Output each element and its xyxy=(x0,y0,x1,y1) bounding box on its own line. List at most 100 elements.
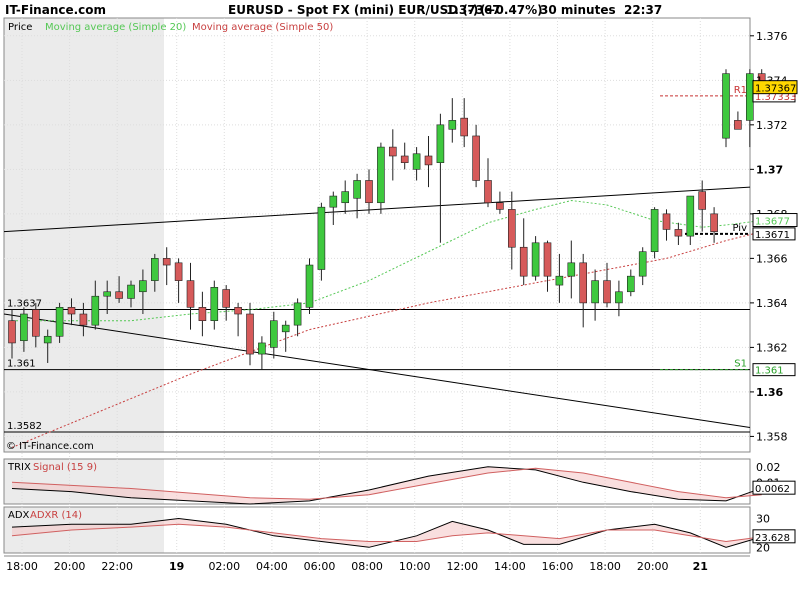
candle-down xyxy=(79,313,88,326)
candle-up xyxy=(139,280,147,293)
candle-up xyxy=(317,206,326,270)
trix-signal-line xyxy=(11,467,762,500)
price-label: 1.3677 xyxy=(755,217,790,228)
session-shade xyxy=(4,18,164,452)
candle-up xyxy=(293,302,302,326)
adx-value: 23.628 xyxy=(755,533,790,544)
legend-ma20: Moving average (Simple 20) xyxy=(45,22,186,33)
candle-up xyxy=(722,73,730,139)
adx-line xyxy=(11,517,762,548)
candle-up xyxy=(103,291,111,297)
trix-value: 0.0062 xyxy=(755,484,790,495)
candle-up xyxy=(591,280,599,304)
candle-up xyxy=(448,120,457,130)
candle-up xyxy=(650,209,659,252)
x-tick-label: 10:00 xyxy=(399,560,431,573)
candle-up xyxy=(436,124,445,163)
price-change: (+0.47%) xyxy=(480,3,543,17)
candle-down xyxy=(8,320,16,344)
adxr-label: ADXR (14) xyxy=(30,510,82,521)
candle-down xyxy=(662,213,671,230)
y-tick-label: 1.364 xyxy=(756,297,788,310)
x-tick-label: 18:00 xyxy=(6,560,38,573)
candle-up xyxy=(210,287,219,321)
adx-title: ADX xyxy=(8,510,30,521)
candle-up xyxy=(377,146,385,204)
pivot-price-label: 1.361 xyxy=(755,366,784,377)
watermark: © IT-Finance.com xyxy=(6,441,94,452)
site-name: IT-Finance.com xyxy=(5,3,107,17)
candle-down xyxy=(365,180,373,204)
trix-tick-label: 0.02 xyxy=(756,461,781,474)
price-label: 1.37367 xyxy=(755,84,796,95)
candle-up xyxy=(555,275,564,286)
candle-up xyxy=(353,180,361,199)
x-tick-label: 20:00 xyxy=(54,560,86,573)
y-tick-label: 1.36 xyxy=(756,386,783,399)
x-tick-label: 19 xyxy=(169,560,184,573)
candle-up xyxy=(615,291,623,304)
adx-value-box xyxy=(752,529,796,544)
pivot-price-box xyxy=(752,363,796,377)
adxr-line xyxy=(11,523,762,543)
candle-down xyxy=(198,307,207,321)
candle-down xyxy=(31,309,40,337)
trix-signal-label: Signal (15 9) xyxy=(33,462,97,473)
candle-down xyxy=(222,289,230,308)
candle-down xyxy=(496,202,504,210)
x-tick-label: 08:00 xyxy=(351,560,383,573)
candle-down xyxy=(674,229,683,237)
price-label-box xyxy=(752,213,798,228)
candle-up xyxy=(745,73,754,121)
candle-down xyxy=(388,146,397,157)
candle-down xyxy=(543,242,552,277)
x-tick-label: 02:00 xyxy=(208,560,240,573)
x-tick-label: 20:00 xyxy=(637,560,669,573)
candle-up xyxy=(281,324,290,333)
legend-ma50: Moving average (Simple 50) xyxy=(192,22,333,33)
candle-down xyxy=(162,258,171,266)
candle-up xyxy=(567,262,576,277)
candle-up xyxy=(638,251,647,277)
x-tick-label: 06:00 xyxy=(304,560,336,573)
candle-up xyxy=(20,313,28,342)
instrument-title: EURUSD - Spot FX (mini) EUR/USD (-) xyxy=(228,3,479,17)
legend-price: Price xyxy=(8,22,32,33)
y-tick-label: 1.366 xyxy=(756,252,788,265)
horizontal-line-label: 1.3582 xyxy=(7,421,42,432)
y-tick-label: 1.362 xyxy=(756,341,788,354)
candle-up xyxy=(626,275,635,293)
candle-down xyxy=(424,155,433,166)
timestamp: 22:37 xyxy=(623,3,663,17)
candle-down xyxy=(472,135,480,181)
adx-panel-frame xyxy=(3,506,751,554)
pivot-price-box xyxy=(752,227,796,241)
pivot-price-label: 1.3671 xyxy=(755,230,790,241)
candle-up xyxy=(55,307,64,337)
trix-value-box xyxy=(752,480,796,495)
candle-up xyxy=(127,284,135,299)
candle-up xyxy=(531,242,540,277)
timeframe-label: 30 minutes xyxy=(540,3,616,17)
candle-up xyxy=(412,153,421,170)
pivot-s1-label: S1 xyxy=(734,359,747,370)
trix-line xyxy=(11,466,762,505)
candle-down xyxy=(484,180,492,204)
candle-up xyxy=(91,295,100,326)
x-tick-label: 16:00 xyxy=(542,560,574,573)
price-label-box xyxy=(752,80,798,95)
y-tick-label: 1.37 xyxy=(756,163,783,176)
horizontal-line-label: 1.361 xyxy=(7,359,36,370)
last-price: 1.37367 xyxy=(446,3,501,17)
candle-down xyxy=(460,117,469,137)
x-tick-label: 12:00 xyxy=(446,560,478,573)
candle-down xyxy=(710,213,718,232)
candle-down xyxy=(507,209,516,248)
candle-up xyxy=(341,191,350,204)
candle-down xyxy=(246,313,254,355)
pivot-r1-label: R1 xyxy=(734,85,747,96)
y-tick-label: 1.358 xyxy=(756,430,788,443)
trix-fill xyxy=(12,466,762,504)
